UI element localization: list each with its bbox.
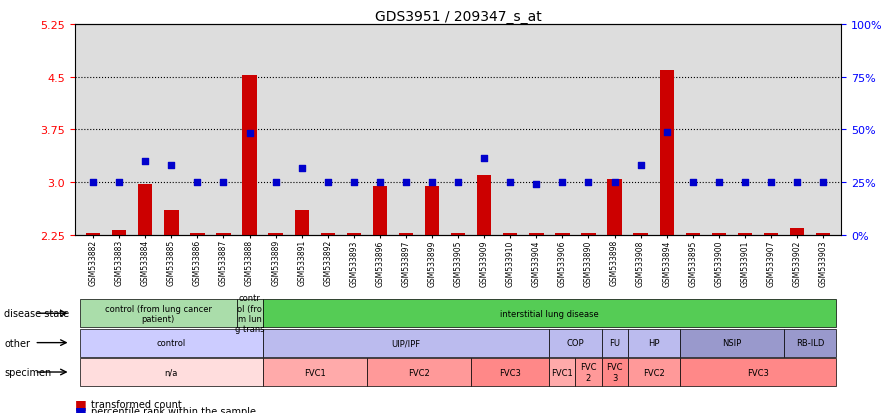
Point xyxy=(816,180,830,186)
Point xyxy=(164,162,178,169)
Point xyxy=(608,180,622,186)
Text: FVC2: FVC2 xyxy=(643,368,664,377)
Title: GDS3951 / 209347_s_at: GDS3951 / 209347_s_at xyxy=(374,10,542,24)
Point xyxy=(399,180,413,186)
Point xyxy=(764,180,778,186)
Bar xyxy=(217,233,231,235)
Point xyxy=(321,180,335,186)
Bar xyxy=(712,233,726,235)
Point xyxy=(790,180,804,186)
Bar xyxy=(764,233,778,235)
Text: ■: ■ xyxy=(75,397,86,411)
Bar xyxy=(685,233,700,235)
Point xyxy=(712,180,726,186)
Text: n/a: n/a xyxy=(165,368,178,377)
Bar xyxy=(373,186,387,235)
Bar xyxy=(503,233,517,235)
Point xyxy=(660,129,674,135)
Point xyxy=(738,180,752,186)
Point xyxy=(373,180,387,186)
Text: FVC3: FVC3 xyxy=(500,368,522,377)
Bar xyxy=(737,233,752,235)
Text: RB-ILD: RB-ILD xyxy=(796,338,825,347)
Point xyxy=(503,180,517,186)
Text: control (from lung cancer
patient): control (from lung cancer patient) xyxy=(105,304,211,323)
Bar xyxy=(581,233,596,235)
Text: contr
ol (fro
m lun
g trans: contr ol (fro m lun g trans xyxy=(234,293,264,334)
Text: NSIP: NSIP xyxy=(722,338,742,347)
Bar xyxy=(451,233,465,235)
Bar xyxy=(607,179,622,235)
Text: FVC
3: FVC 3 xyxy=(606,363,623,382)
Bar xyxy=(164,211,179,235)
Bar xyxy=(425,186,440,235)
Text: COP: COP xyxy=(566,338,584,347)
Bar xyxy=(477,176,492,235)
Text: control: control xyxy=(157,338,186,347)
Point xyxy=(138,159,152,165)
Point xyxy=(217,180,231,186)
Point xyxy=(294,166,308,172)
Bar xyxy=(321,233,335,235)
Text: disease state: disease state xyxy=(4,309,70,318)
Text: specimen: specimen xyxy=(4,367,52,377)
Point xyxy=(685,180,700,186)
Bar xyxy=(790,228,804,235)
Text: other: other xyxy=(4,338,31,348)
Bar xyxy=(633,233,648,235)
Point xyxy=(581,180,596,186)
Bar xyxy=(660,71,674,235)
Text: interstitial lung disease: interstitial lung disease xyxy=(500,309,599,318)
Text: UIP/IPF: UIP/IPF xyxy=(391,338,420,347)
Text: FVC3: FVC3 xyxy=(747,368,769,377)
Text: FU: FU xyxy=(609,338,620,347)
Bar xyxy=(190,233,204,235)
Text: FVC
2: FVC 2 xyxy=(581,363,596,382)
Point xyxy=(347,180,361,186)
Point xyxy=(425,180,439,186)
Point xyxy=(190,180,204,186)
Bar xyxy=(816,233,830,235)
Bar xyxy=(529,233,544,235)
Bar xyxy=(399,233,413,235)
Point xyxy=(86,180,100,186)
Point xyxy=(478,155,492,161)
Text: transformed count: transformed count xyxy=(91,399,181,409)
Bar xyxy=(294,211,309,235)
Point xyxy=(242,131,256,137)
Point xyxy=(451,180,465,186)
Text: FVC1: FVC1 xyxy=(304,368,326,377)
Bar xyxy=(269,233,283,235)
Text: ■: ■ xyxy=(75,404,86,413)
Text: percentile rank within the sample: percentile rank within the sample xyxy=(91,406,255,413)
Bar xyxy=(346,233,361,235)
Point xyxy=(633,162,648,169)
Point xyxy=(555,180,569,186)
Bar xyxy=(242,76,256,235)
Text: FVC1: FVC1 xyxy=(552,368,574,377)
Text: HP: HP xyxy=(648,338,659,347)
Bar xyxy=(555,233,570,235)
Bar xyxy=(112,230,126,235)
Point xyxy=(529,181,544,188)
Point xyxy=(269,180,283,186)
Bar xyxy=(138,184,152,235)
Bar xyxy=(86,233,100,235)
Point xyxy=(112,180,126,186)
Text: FVC2: FVC2 xyxy=(408,368,430,377)
